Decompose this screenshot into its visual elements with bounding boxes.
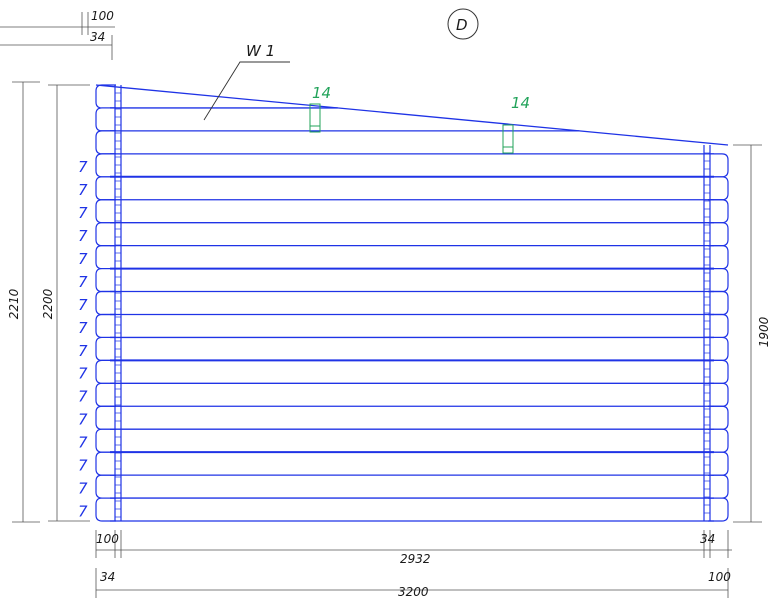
- row-mark: 7: [78, 457, 88, 475]
- row-mark: 7: [78, 158, 88, 176]
- row-mark: 7: [78, 204, 88, 222]
- roof-slope-line: [95, 84, 729, 146]
- row-mark: 7: [78, 181, 88, 199]
- view-label-circle: [447, 8, 479, 40]
- dim-left-outer-height: 2210: [7, 288, 21, 319]
- dim-top-offset-a: 100: [91, 9, 114, 23]
- callout-2-label: 14: [511, 94, 530, 112]
- log-row: [95, 176, 729, 201]
- dim-bottom-left-offset-b: 34: [100, 570, 115, 584]
- wall-label: W 1: [246, 42, 275, 60]
- log-row: [95, 290, 729, 316]
- row-mark: 7: [78, 250, 88, 268]
- row-mark: 7: [78, 388, 88, 406]
- view-label: D: [456, 16, 468, 34]
- wall-logs: [95, 84, 729, 522]
- row-mark: 7: [78, 273, 88, 291]
- dim-top-offset-b: 34: [90, 30, 105, 44]
- log-row: [95, 153, 729, 178]
- log-row: [95, 428, 729, 454]
- row-mark: 7: [78, 502, 88, 520]
- row-mark: 7: [78, 319, 88, 337]
- row-mark: 7: [78, 434, 88, 452]
- log-row: [95, 451, 729, 476]
- log-row: [95, 382, 729, 407]
- callout-1: 14: [309, 84, 331, 133]
- dim-inner-length: 2932: [400, 552, 431, 566]
- row-marks: 7 7 7 7 7 7 7 7 7 7 7 7 7 7 7 7: [78, 158, 88, 520]
- log-row: [95, 199, 729, 224]
- row-mark: 7: [78, 411, 88, 429]
- log-row: [95, 359, 729, 384]
- row-mark: 7: [78, 479, 88, 497]
- log-row: [95, 497, 729, 522]
- callout-1-label: 14: [312, 84, 331, 102]
- dim-right-height: 1900: [757, 316, 771, 347]
- row-mark: 7: [78, 342, 88, 360]
- row-mark: 7: [78, 227, 88, 245]
- log-row: [95, 474, 729, 499]
- dim-total-length: 3200: [398, 585, 429, 599]
- left-corner-post: [114, 85, 122, 521]
- wall-label-leader: [203, 61, 290, 121]
- callout-2: 14: [502, 94, 530, 154]
- right-corner-post: [703, 145, 711, 521]
- dim-bottom-right-offset-b: 100: [708, 570, 731, 584]
- dim-left-inner-height: 2200: [41, 288, 55, 319]
- log-row: [95, 267, 729, 293]
- log-row: [95, 222, 729, 247]
- corner-posts: [114, 85, 711, 521]
- row-mark: 7: [78, 296, 88, 314]
- dimension-lines: [0, 12, 762, 598]
- log-row: [95, 245, 729, 270]
- log-row: [95, 313, 729, 339]
- log-row: [95, 405, 729, 430]
- dim-bottom-left-offset-a: 100: [96, 532, 119, 546]
- dim-bottom-right-offset-a: 34: [700, 532, 715, 546]
- row-mark: 7: [78, 365, 88, 383]
- log-row: [95, 107, 580, 132]
- log-row: [95, 130, 714, 155]
- log-row: [95, 336, 729, 362]
